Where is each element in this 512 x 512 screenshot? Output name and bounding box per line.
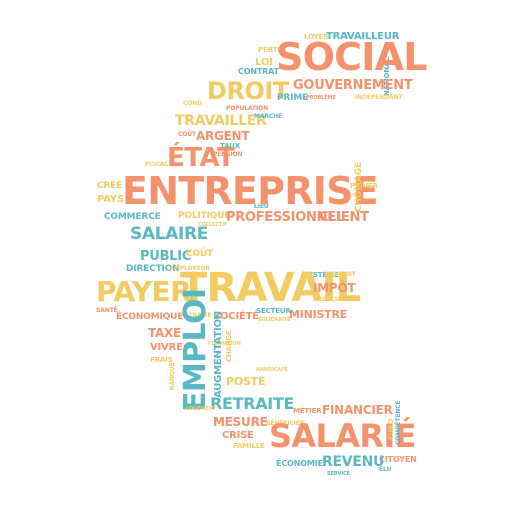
word-impot: IMPÔT: [313, 281, 356, 295]
word-famille: FAMILLE: [233, 442, 265, 450]
word-service: SERVICE: [327, 471, 350, 477]
word-elu: ÉLU: [379, 466, 392, 473]
word-perte: PERTE: [258, 46, 282, 54]
word-economique: ÉCONOMIQUE: [116, 312, 184, 322]
word-social: SOCIAL: [276, 35, 428, 79]
word-salaire: SALAIRE: [130, 224, 209, 244]
word-metier: MÉTIER: [293, 407, 322, 415]
word-secteur: SECTEUR: [256, 307, 291, 315]
word-cout: COÛT: [186, 249, 213, 259]
word-sante: SANTÉ: [96, 307, 118, 314]
word-retraite: RETRAITE: [210, 394, 295, 413]
word-argent: ARGENT: [196, 129, 250, 143]
word-droit: DROIT: [207, 77, 289, 105]
word-association: ASSOCIATION: [313, 296, 358, 303]
word-commerce: COMMERCE: [104, 212, 161, 222]
word-cond: COND: [183, 100, 203, 107]
word-pays: PAYS: [97, 194, 124, 205]
word-beneficier: BÉNÉFICIER: [266, 420, 305, 427]
word-client: CLIENT: [319, 210, 369, 225]
word-chomage: CHÔMAGE: [354, 162, 364, 212]
word-marche: MARCHÉ: [254, 113, 283, 120]
word-cree: CRÉÉ: [97, 181, 123, 191]
word-taxe: TAXE: [148, 326, 182, 340]
word-augmentation: AUGMENTATION: [213, 311, 224, 398]
word-prime: PRIME: [277, 93, 309, 103]
word-cout-small: COÛT: [178, 131, 196, 138]
word-collectif: COLLECTIF: [198, 222, 228, 228]
word-societe: SOCIÉTÉ: [213, 311, 259, 322]
word-contrat: CONTRAT: [238, 67, 279, 76]
word-crise: CRISE: [222, 430, 254, 441]
word-formation: FORMATION: [208, 341, 241, 347]
word-probleme: PROBLÈME: [306, 95, 336, 101]
word-competence: COMPÉTENCE: [395, 400, 402, 446]
word-travail: TRAVAIL: [180, 265, 361, 311]
word-citoyen: CITOYEN: [379, 455, 417, 464]
word-etat: ÉTAT: [167, 143, 235, 173]
word-financier: FINANCIER: [322, 403, 393, 417]
word-loyer: LOYER: [304, 33, 329, 41]
word-lieu: LIEU: [254, 203, 269, 210]
word-travailleur: TRAVAILLEUR: [326, 31, 400, 42]
word-pension: PENSION: [213, 151, 243, 158]
word-public: PUBLIC: [140, 249, 192, 264]
word-systeme: SYSTÈME: [303, 271, 339, 279]
word-professionnel: PROFESSIONNEL: [226, 210, 344, 225]
word-enfant: ENFANT: [330, 271, 356, 278]
word-salarie: SALARIÉ: [269, 417, 417, 455]
word-fiscal: FISCAL: [145, 161, 168, 168]
word-revenu: REVENU: [322, 454, 385, 470]
word-population: POPULATION: [226, 105, 269, 112]
word-solidarite: SOLIDARITÉ: [258, 317, 291, 323]
word-ministre: MINISTRE: [289, 308, 347, 321]
word-direction: DIRECTION: [126, 264, 180, 274]
word-logement: LOGEMENT: [186, 406, 216, 412]
word-politique: POLITIQUE: [178, 211, 231, 221]
word-euro: EURO: [387, 418, 395, 440]
word-loi: LOI: [255, 57, 273, 68]
word-taux: TAUX: [220, 142, 240, 150]
word-emploi: EMPLOI: [178, 288, 213, 412]
word-payer: PAYER: [96, 275, 192, 308]
word-economie: ÉCONOMIE: [276, 459, 323, 468]
word-charge: CHARGE: [225, 330, 233, 363]
word-frais: FRAIS: [150, 356, 173, 364]
word-gouvernement: GOUVERNEMENT: [293, 78, 413, 93]
word-vivre: VIVRE: [150, 342, 183, 353]
word-handicape: HANDICAPÉ: [256, 367, 288, 373]
word-priver: PRIVER: [350, 182, 378, 190]
word-independant: INDÉPENDANT: [355, 94, 403, 101]
word-employeur: EMPLOYEUR: [170, 265, 210, 272]
word-travailler: TRAVAILLER: [175, 113, 267, 129]
word-mesure: MESURE: [213, 415, 268, 429]
word-poste: POSTE: [226, 375, 266, 388]
word-entreprise: ENTREPRISE: [122, 169, 379, 213]
word-banque: BANQUE: [169, 362, 176, 390]
word-retraite-small: RETRAITE: [180, 312, 212, 319]
